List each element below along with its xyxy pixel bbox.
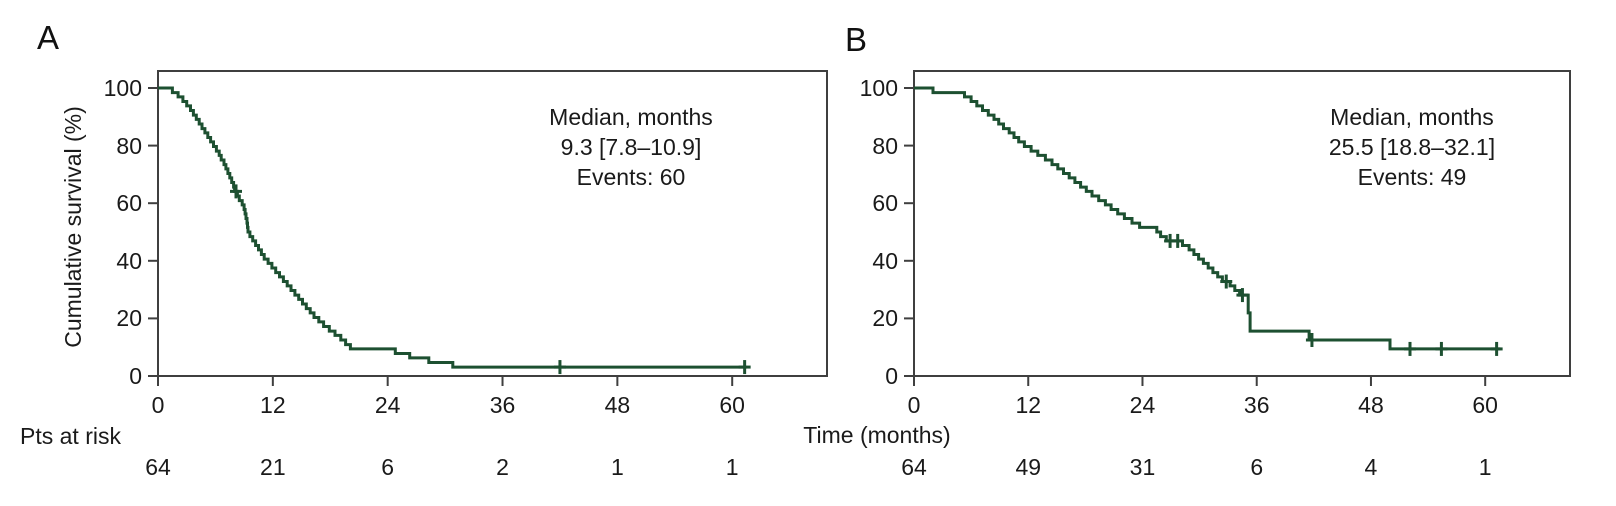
survival-curve	[914, 86, 1501, 351]
plot-frame	[913, 70, 1571, 377]
y-tick-label: 0	[885, 363, 898, 389]
panel-a-annotation-line2: 9.3 [7.8–10.9]	[560, 134, 702, 160]
panel-b-annotation: Median, months 25.5 [18.8–32.1] Events: …	[1252, 102, 1572, 192]
y-tick-label: 40	[872, 247, 898, 274]
risk-count: 31	[1129, 454, 1156, 480]
y-tick-label: 20	[116, 305, 142, 332]
x-tick-label: 36	[489, 392, 516, 418]
survival-curve	[158, 86, 747, 369]
risk-count: 1	[610, 454, 624, 480]
y-tick-label: 40	[116, 247, 142, 274]
risk-count: 1	[1478, 454, 1492, 480]
risk-count: 4	[1364, 454, 1378, 480]
risk-count: 64	[901, 454, 927, 480]
y-tick-label: 80	[872, 132, 898, 159]
y-tick-label: 100	[859, 75, 898, 101]
panel-b-annotation-line3: Events: 49	[1357, 164, 1467, 190]
x-tick-label: 48	[604, 392, 631, 418]
risk-count: 1	[725, 454, 739, 480]
y-tick-label: 20	[872, 305, 898, 332]
y-tick-label: 100	[103, 75, 142, 101]
x-tick-label: 24	[1129, 392, 1156, 418]
panel-a-annotation: Median, months 9.3 [7.8–10.9] Events: 60	[471, 102, 791, 192]
risk-count: 21	[260, 454, 286, 480]
x-tick-label: 12	[260, 392, 286, 418]
x-tick-label: 24	[374, 392, 401, 418]
pts-at-risk-label: Pts at risk	[20, 423, 121, 449]
panel-b-annotation-line2: 25.5 [18.8–32.1]	[1328, 134, 1496, 160]
panel-b-letter: B	[845, 21, 868, 58]
plot-frame	[157, 70, 828, 377]
x-tick-label: 0	[151, 392, 165, 418]
risk-count: 6	[1250, 454, 1264, 480]
risk-count: 49	[1015, 454, 1042, 480]
y-tick-label: 60	[116, 190, 142, 217]
y-tick-label: 80	[116, 132, 142, 159]
y-tick-label: 0	[129, 363, 142, 389]
x-tick-label: 12	[1015, 392, 1042, 418]
x-tick-label: 0	[907, 392, 921, 418]
panel-a-annotation-line3: Events: 60	[576, 164, 686, 190]
x-tick-label: 36	[1243, 392, 1270, 418]
panel-b-annotation-line1: Median, months	[1330, 104, 1494, 130]
y-tick-label: 60	[872, 190, 898, 217]
x-tick-label: 48	[1358, 392, 1384, 418]
x-tick-label: 60	[1472, 392, 1498, 418]
x-axis-title: Time (months)	[803, 422, 951, 448]
risk-count: 2	[496, 454, 509, 480]
risk-count: 64	[145, 454, 171, 480]
x-tick-label: 60	[719, 392, 745, 418]
panel-a-annotation-line1: Median, months	[549, 104, 713, 130]
panel-a-letter: A	[37, 19, 60, 56]
risk-count: 6	[381, 454, 395, 480]
